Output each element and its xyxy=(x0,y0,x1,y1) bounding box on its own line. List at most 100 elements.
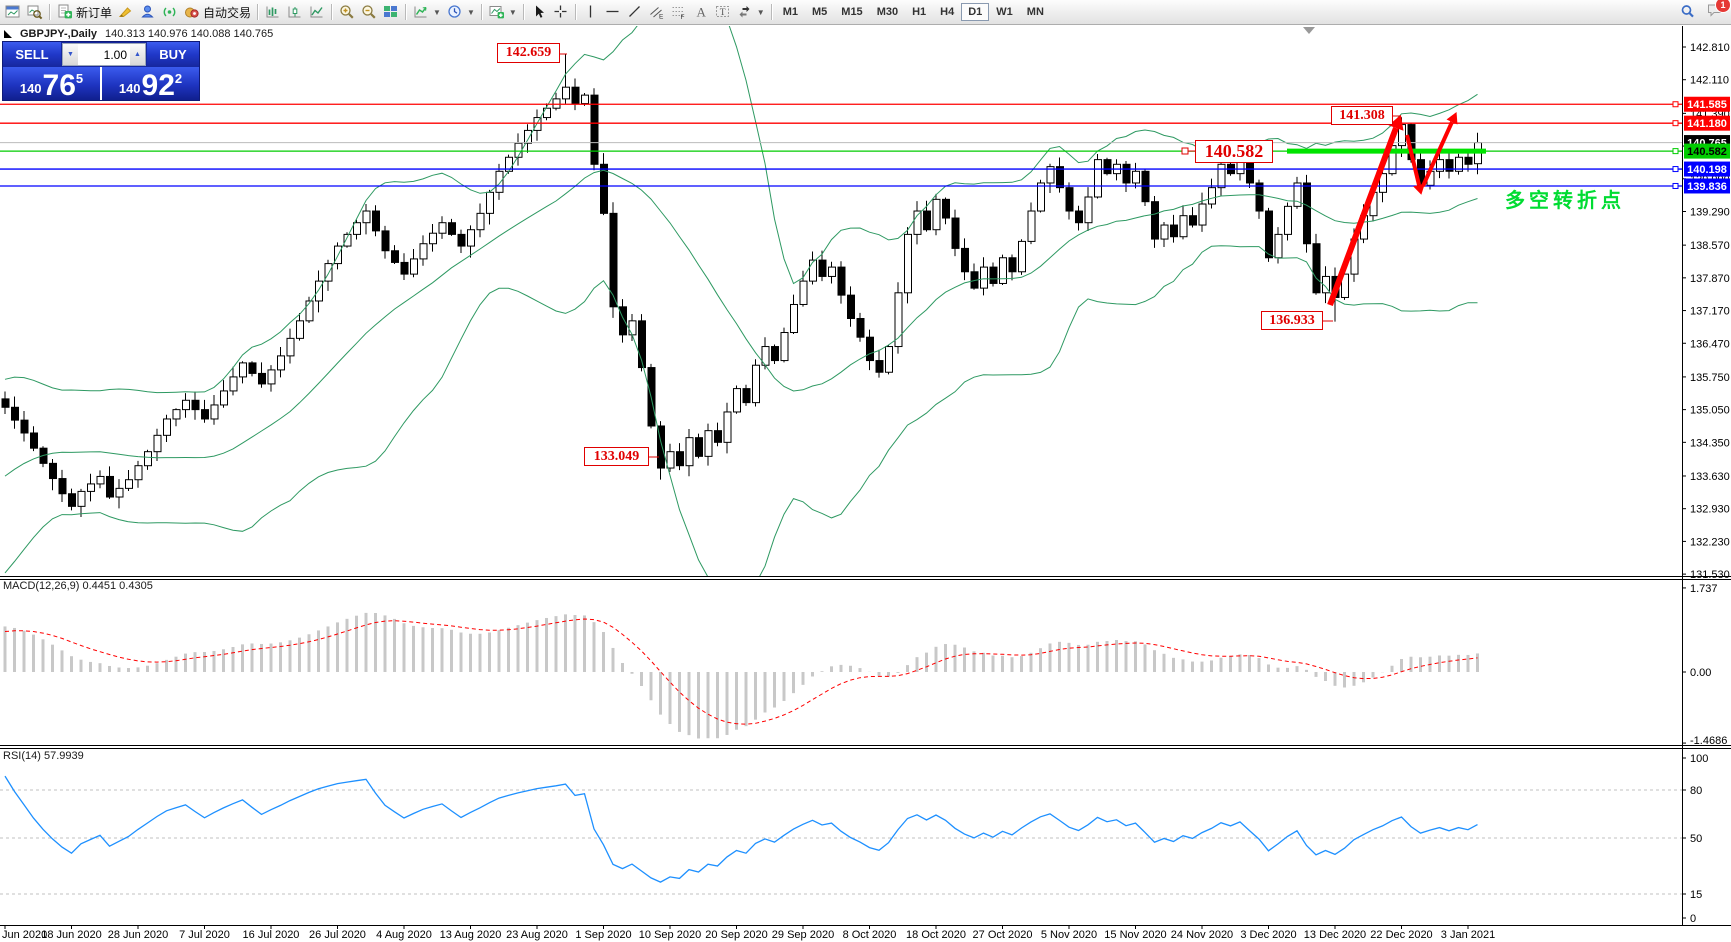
chart-window-icon xyxy=(5,5,20,18)
ohlc-values: 140.313 140.976 140.088 140.765 xyxy=(105,28,274,40)
svg-text:139.836: 139.836 xyxy=(1687,181,1727,193)
bid-pips: 76 xyxy=(42,69,76,102)
chevron-down-icon: ▼ xyxy=(756,7,765,17)
timeframe-m5-button[interactable]: M5 xyxy=(805,3,834,21)
timeframe-m1-button[interactable]: M1 xyxy=(776,3,805,21)
macd-panel[interactable] xyxy=(3,612,1479,739)
signals-button[interactable] xyxy=(159,2,181,22)
zoom-in-button[interactable] xyxy=(336,2,358,22)
expert-advisors-button[interactable] xyxy=(137,2,159,22)
toolbar-separator xyxy=(770,4,773,20)
timeframe-w1-button[interactable]: W1 xyxy=(989,3,1020,21)
tile-windows-button[interactable] xyxy=(380,2,402,22)
horizontal-line-button[interactable] xyxy=(602,2,624,22)
line-chart-button[interactable] xyxy=(306,2,328,22)
svg-text:136.470: 136.470 xyxy=(1690,338,1730,350)
sell-button[interactable]: SELL xyxy=(3,42,61,67)
main-price-panel[interactable] xyxy=(1,0,1482,600)
svg-text:137.170: 137.170 xyxy=(1690,306,1730,318)
rsi-panel[interactable] xyxy=(0,775,1682,895)
buy-button[interactable]: BUY xyxy=(147,42,199,67)
fibonacci-button[interactable]: F xyxy=(668,2,690,22)
text-button[interactable]: A xyxy=(690,2,712,22)
timeframe-mn-button[interactable]: MN xyxy=(1020,3,1051,21)
arrows-button[interactable]: ▼ xyxy=(734,2,768,22)
price-annotation-136-933[interactable]: 136.933 xyxy=(1261,311,1323,330)
equidistant-channel-button[interactable]: E xyxy=(646,2,668,22)
arrows-icon xyxy=(739,6,750,18)
svg-text:16 Jul 2020: 16 Jul 2020 xyxy=(243,929,300,941)
crayon-icon xyxy=(118,7,132,17)
timeframe-h4-button[interactable]: H4 xyxy=(933,3,961,21)
timeframe-d1-button[interactable]: D1 xyxy=(961,3,990,21)
svg-text:E: E xyxy=(659,14,664,21)
svg-text:132.930: 132.930 xyxy=(1690,504,1730,516)
price-annotation-133-049[interactable]: 133.049 xyxy=(584,447,649,466)
chart-profile-button[interactable] xyxy=(24,2,46,22)
svg-text:142.810: 142.810 xyxy=(1690,42,1730,54)
periods-button[interactable]: ▼ xyxy=(444,2,478,22)
svg-text:20 Sep 2020: 20 Sep 2020 xyxy=(705,929,767,941)
volume-decrease-button[interactable]: ▼ xyxy=(63,44,78,65)
bar-chart-button[interactable] xyxy=(262,2,284,22)
volume-input[interactable] xyxy=(78,44,130,65)
price-annotation-142-659[interactable]: 142.659 xyxy=(497,43,560,63)
crayon-button[interactable] xyxy=(115,2,137,22)
trend-line-button[interactable] xyxy=(624,2,646,22)
price-annotation-140-582[interactable]: 140.582 xyxy=(1195,140,1273,163)
timeframe-m15-button[interactable]: M15 xyxy=(834,3,869,21)
volume-increase-button[interactable]: ▲ xyxy=(130,44,145,65)
search-button[interactable] xyxy=(1677,2,1699,22)
timeframe-h1-button[interactable]: H1 xyxy=(905,3,933,21)
svg-text:142.110: 142.110 xyxy=(1690,75,1729,87)
line-chart-icon xyxy=(310,6,323,18)
svg-text:15: 15 xyxy=(1690,889,1702,901)
toolbar-separator xyxy=(480,4,483,20)
indicators-button[interactable]: ▼ xyxy=(410,2,444,22)
bid-price[interactable]: 140 76 5 xyxy=(3,67,100,102)
trend-line-icon xyxy=(628,6,640,17)
chevron-down-icon: ▼ xyxy=(466,7,475,17)
expert-advisors-icon xyxy=(141,5,154,18)
svg-text:140.198: 140.198 xyxy=(1687,164,1727,176)
indicators-icon xyxy=(414,6,427,18)
search-icon xyxy=(1681,5,1694,18)
auto-trading-button[interactable]: 自动交易 xyxy=(181,2,254,22)
svg-text:T: T xyxy=(720,8,726,18)
rsi-indicator-label: RSI(14) 57.9939 xyxy=(3,750,84,762)
crosshair-button[interactable] xyxy=(550,2,572,22)
trade-panel-price-row: 140 76 5 140 92 2 xyxy=(3,67,199,102)
templates-button[interactable]: ▼ xyxy=(486,2,520,22)
svg-text:13 Dec 2020: 13 Dec 2020 xyxy=(1304,929,1366,941)
zoom-in-icon xyxy=(340,5,354,19)
text-icon: A xyxy=(696,5,706,20)
notifications-button[interactable]: 1 xyxy=(1707,0,1731,23)
svg-text:27 Oct 2020: 27 Oct 2020 xyxy=(973,929,1033,941)
chart-window-button[interactable] xyxy=(2,2,24,22)
svg-text:1 Sep 2020: 1 Sep 2020 xyxy=(575,929,631,941)
toolbar-separator xyxy=(522,4,525,20)
svg-text:133.630: 133.630 xyxy=(1690,471,1730,483)
new-order-button[interactable]: 新订单 xyxy=(54,2,115,22)
svg-text:5 Nov 2020: 5 Nov 2020 xyxy=(1041,929,1097,941)
svg-text:139.290: 139.290 xyxy=(1690,206,1730,218)
price-annotation-141-308[interactable]: 141.308 xyxy=(1331,106,1393,125)
svg-text:F: F xyxy=(680,14,684,20)
bull-bear-turning-point-note[interactable]: 多空转折点 xyxy=(1505,190,1625,212)
svg-text:3 Jan 2021: 3 Jan 2021 xyxy=(1441,929,1495,941)
toolbar-right-group: 1 xyxy=(1677,0,1731,23)
trend-arrows[interactable] xyxy=(1327,111,1458,307)
text-label-button[interactable]: T xyxy=(712,2,734,22)
candle-chart-button[interactable] xyxy=(284,2,306,22)
timeframe-m30-button[interactable]: M30 xyxy=(870,3,905,21)
svg-text:24 Nov 2020: 24 Nov 2020 xyxy=(1171,929,1233,941)
toolbar-separator xyxy=(331,4,334,20)
chart-shift-marker[interactable] xyxy=(1303,27,1315,34)
zoom-out-button[interactable] xyxy=(358,2,380,22)
vertical-line-button[interactable] xyxy=(580,2,602,22)
ask-price[interactable]: 140 92 2 xyxy=(102,67,199,101)
cursor-button[interactable] xyxy=(528,2,550,22)
price-scale[interactable]: 142.810142.110141.390140.690139.990139.2… xyxy=(1682,42,1730,925)
